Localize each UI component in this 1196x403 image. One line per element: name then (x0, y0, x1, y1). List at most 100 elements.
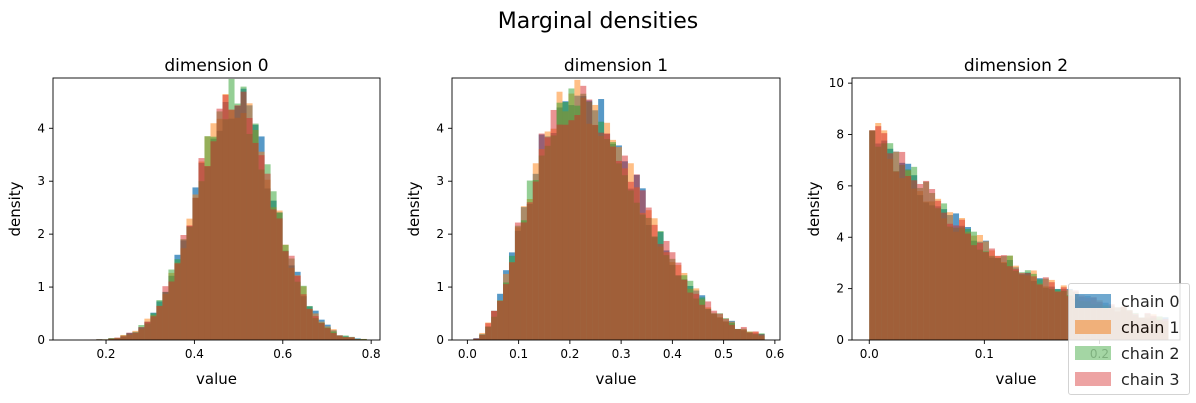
bar-chain-3 (711, 310, 718, 340)
x-tick-label: 0.5 (714, 347, 733, 361)
legend-entry-chain-1: chain 1 (1075, 317, 1180, 337)
bar-chain-3 (976, 242, 983, 340)
bar-chain-3 (150, 316, 157, 340)
bar-chain-3 (905, 176, 912, 340)
bar-chain-3 (216, 108, 223, 340)
bar-chain-3 (580, 85, 587, 340)
bar-chain-3 (953, 225, 960, 340)
bar-chain-3 (657, 243, 664, 340)
bar-chain-3 (204, 166, 211, 340)
bar-chain-3 (917, 183, 924, 340)
bar-chain-3 (120, 335, 127, 340)
bar-chain-3 (538, 133, 545, 340)
bar-chain-3 (156, 305, 163, 340)
bar-chain-3 (198, 158, 205, 340)
bar-chain-3 (639, 190, 646, 340)
bar-chain-3 (911, 180, 918, 340)
bar-chain-3 (324, 328, 331, 340)
x-tick-label: 0.8 (362, 347, 381, 361)
x-tick-label: 0.1 (975, 347, 994, 361)
bar-chain-3 (1060, 287, 1067, 340)
y-tick-label: 0 (436, 333, 444, 347)
bar-chain-3 (234, 105, 241, 340)
bar-chain-3 (1048, 282, 1055, 340)
bar-chain-3 (923, 180, 930, 340)
y-tick-label: 8 (836, 128, 844, 142)
bar-chain-3 (1042, 277, 1049, 340)
legend-swatch-chain-1 (1075, 320, 1111, 334)
bar-chain-3 (633, 174, 640, 340)
y-tick-label: 3 (37, 174, 45, 188)
bar-chain-3 (132, 332, 139, 340)
bar-chain-3 (610, 146, 616, 340)
bar-chain-3 (562, 124, 569, 340)
bar-chain-3 (705, 301, 712, 340)
bar-chain-3 (598, 132, 605, 340)
bar-chain-3 (1054, 291, 1061, 340)
x-tick-label: 0.2 (96, 347, 115, 361)
bar-chain-3 (300, 294, 307, 340)
bar-chain-3 (491, 310, 498, 340)
bar-chain-3 (222, 94, 229, 340)
bar-chain-3 (473, 338, 480, 340)
x-axis-label: value (596, 370, 637, 388)
bar-chain-3 (556, 124, 563, 340)
bar-chain-3 (544, 137, 551, 340)
bar-chain-3 (675, 262, 682, 340)
bar-chain-3 (1036, 284, 1043, 340)
bar-chain-3 (752, 331, 759, 340)
bar-chain-3 (168, 281, 175, 340)
x-axis-label: value (996, 370, 1037, 388)
axes-frame (451, 77, 781, 341)
bar-chain-3 (616, 160, 622, 340)
bar-chain-3 (186, 225, 193, 340)
bar-chain-3 (728, 324, 735, 340)
bar-chain-3 (663, 240, 670, 340)
bar-chain-3 (479, 334, 486, 340)
bar-chain-3 (532, 181, 539, 340)
x-axis-label: value (196, 370, 237, 388)
bar-chain-3 (717, 313, 724, 340)
bar-chain-3 (959, 219, 966, 340)
bar-chain-3 (1030, 276, 1037, 340)
legend-swatch-chain-3 (1075, 372, 1111, 386)
y-tick-label: 2 (37, 227, 45, 241)
bar-chain-3 (108, 338, 115, 340)
bar-chain-3 (306, 308, 313, 340)
legend-swatch-chain-0 (1075, 294, 1111, 308)
x-tick-label: 0.2 (560, 347, 579, 361)
bar-chain-3 (627, 181, 634, 340)
bar-chain-3 (114, 337, 121, 340)
bar-chain-3 (180, 234, 187, 340)
bar-chain-3 (497, 300, 504, 340)
y-tick-label: 4 (436, 121, 444, 135)
legend-entry-chain-0: chain 0 (1075, 291, 1180, 311)
bar-chain-3 (1018, 272, 1025, 340)
bar-chain-3 (348, 337, 355, 340)
bar-chain-3 (282, 251, 289, 340)
bar-chain-3 (192, 197, 199, 340)
histogram-bars (473, 79, 765, 340)
subplot-title: dimension 1 (564, 56, 668, 76)
bar-chain-3 (174, 263, 181, 340)
y-tick-label: 1 (436, 280, 444, 294)
x-tick-label: 0.1 (509, 347, 528, 361)
legend-label-chain-2: chain 2 (1121, 343, 1180, 363)
bar-chain-3 (568, 120, 575, 340)
bar-chain-3 (869, 130, 876, 340)
y-tick-label: 1 (37, 280, 45, 294)
bar-chain-3 (288, 255, 295, 340)
bar-chain-3 (586, 99, 593, 340)
legend-swatch-chain-2 (1075, 346, 1111, 360)
bar-chain-3 (162, 286, 169, 340)
bar-chain-3 (520, 222, 527, 340)
y-tick-label: 0 (836, 333, 844, 347)
y-tick-label: 2 (836, 282, 844, 296)
bar-chain-3 (485, 323, 492, 340)
bar-chain-3 (228, 109, 235, 340)
bar-chain-3 (312, 316, 319, 340)
bar-chain-3 (893, 171, 900, 340)
legend-label-chain-0: chain 0 (1121, 291, 1180, 311)
subplots: 0.2 0.4 0.6 0.8 0 1 2 3 4 dimension 0 value density… (6, 56, 1181, 388)
